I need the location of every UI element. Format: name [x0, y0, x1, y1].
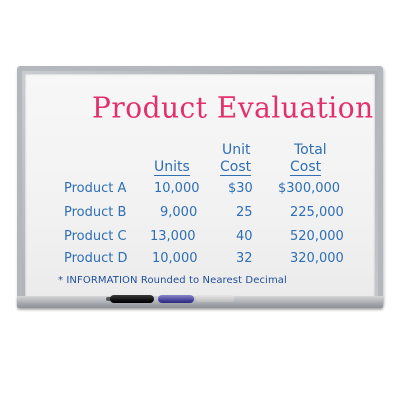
row-a-product: Product A	[64, 181, 127, 196]
row-c-total-cost: 520,000	[290, 229, 344, 244]
eraser	[196, 295, 234, 302]
footnote: * INFORMATION Rounded to Nearest Decimal	[58, 275, 287, 286]
row-b-total-cost: 225,000	[290, 205, 344, 220]
header-total-cost-line1: Total	[294, 142, 327, 158]
whiteboard-surface	[25, 74, 375, 298]
row-b-units: 9,000	[160, 205, 198, 220]
black-marker-tip	[106, 297, 112, 301]
row-c-units: 13,000	[150, 229, 196, 244]
row-d-unit-cost: 32	[236, 251, 253, 266]
board-title: Product Evaluation	[92, 90, 374, 125]
row-b-unit-cost: 25	[236, 205, 253, 220]
row-d-product: Product D	[64, 251, 128, 266]
row-d-units: 10,000	[152, 251, 198, 266]
row-c-product: Product C	[64, 229, 127, 244]
row-a-unit-cost: $30	[228, 181, 253, 196]
row-c-unit-cost: 40	[236, 229, 253, 244]
black-marker	[110, 295, 154, 303]
header-total-cost-line2: Cost	[290, 159, 322, 176]
row-a-units: 10,000	[154, 181, 200, 196]
row-b-product: Product B	[64, 205, 127, 220]
header-unit-cost-line2: Cost	[220, 159, 252, 176]
purple-marker	[158, 295, 194, 303]
header-unit-cost-line1: Unit	[222, 142, 251, 158]
row-a-total-cost: $300,000	[278, 181, 341, 196]
row-d-total-cost: 320,000	[290, 251, 344, 266]
whiteboard-frame	[17, 66, 383, 306]
header-units: Units	[154, 159, 190, 176]
